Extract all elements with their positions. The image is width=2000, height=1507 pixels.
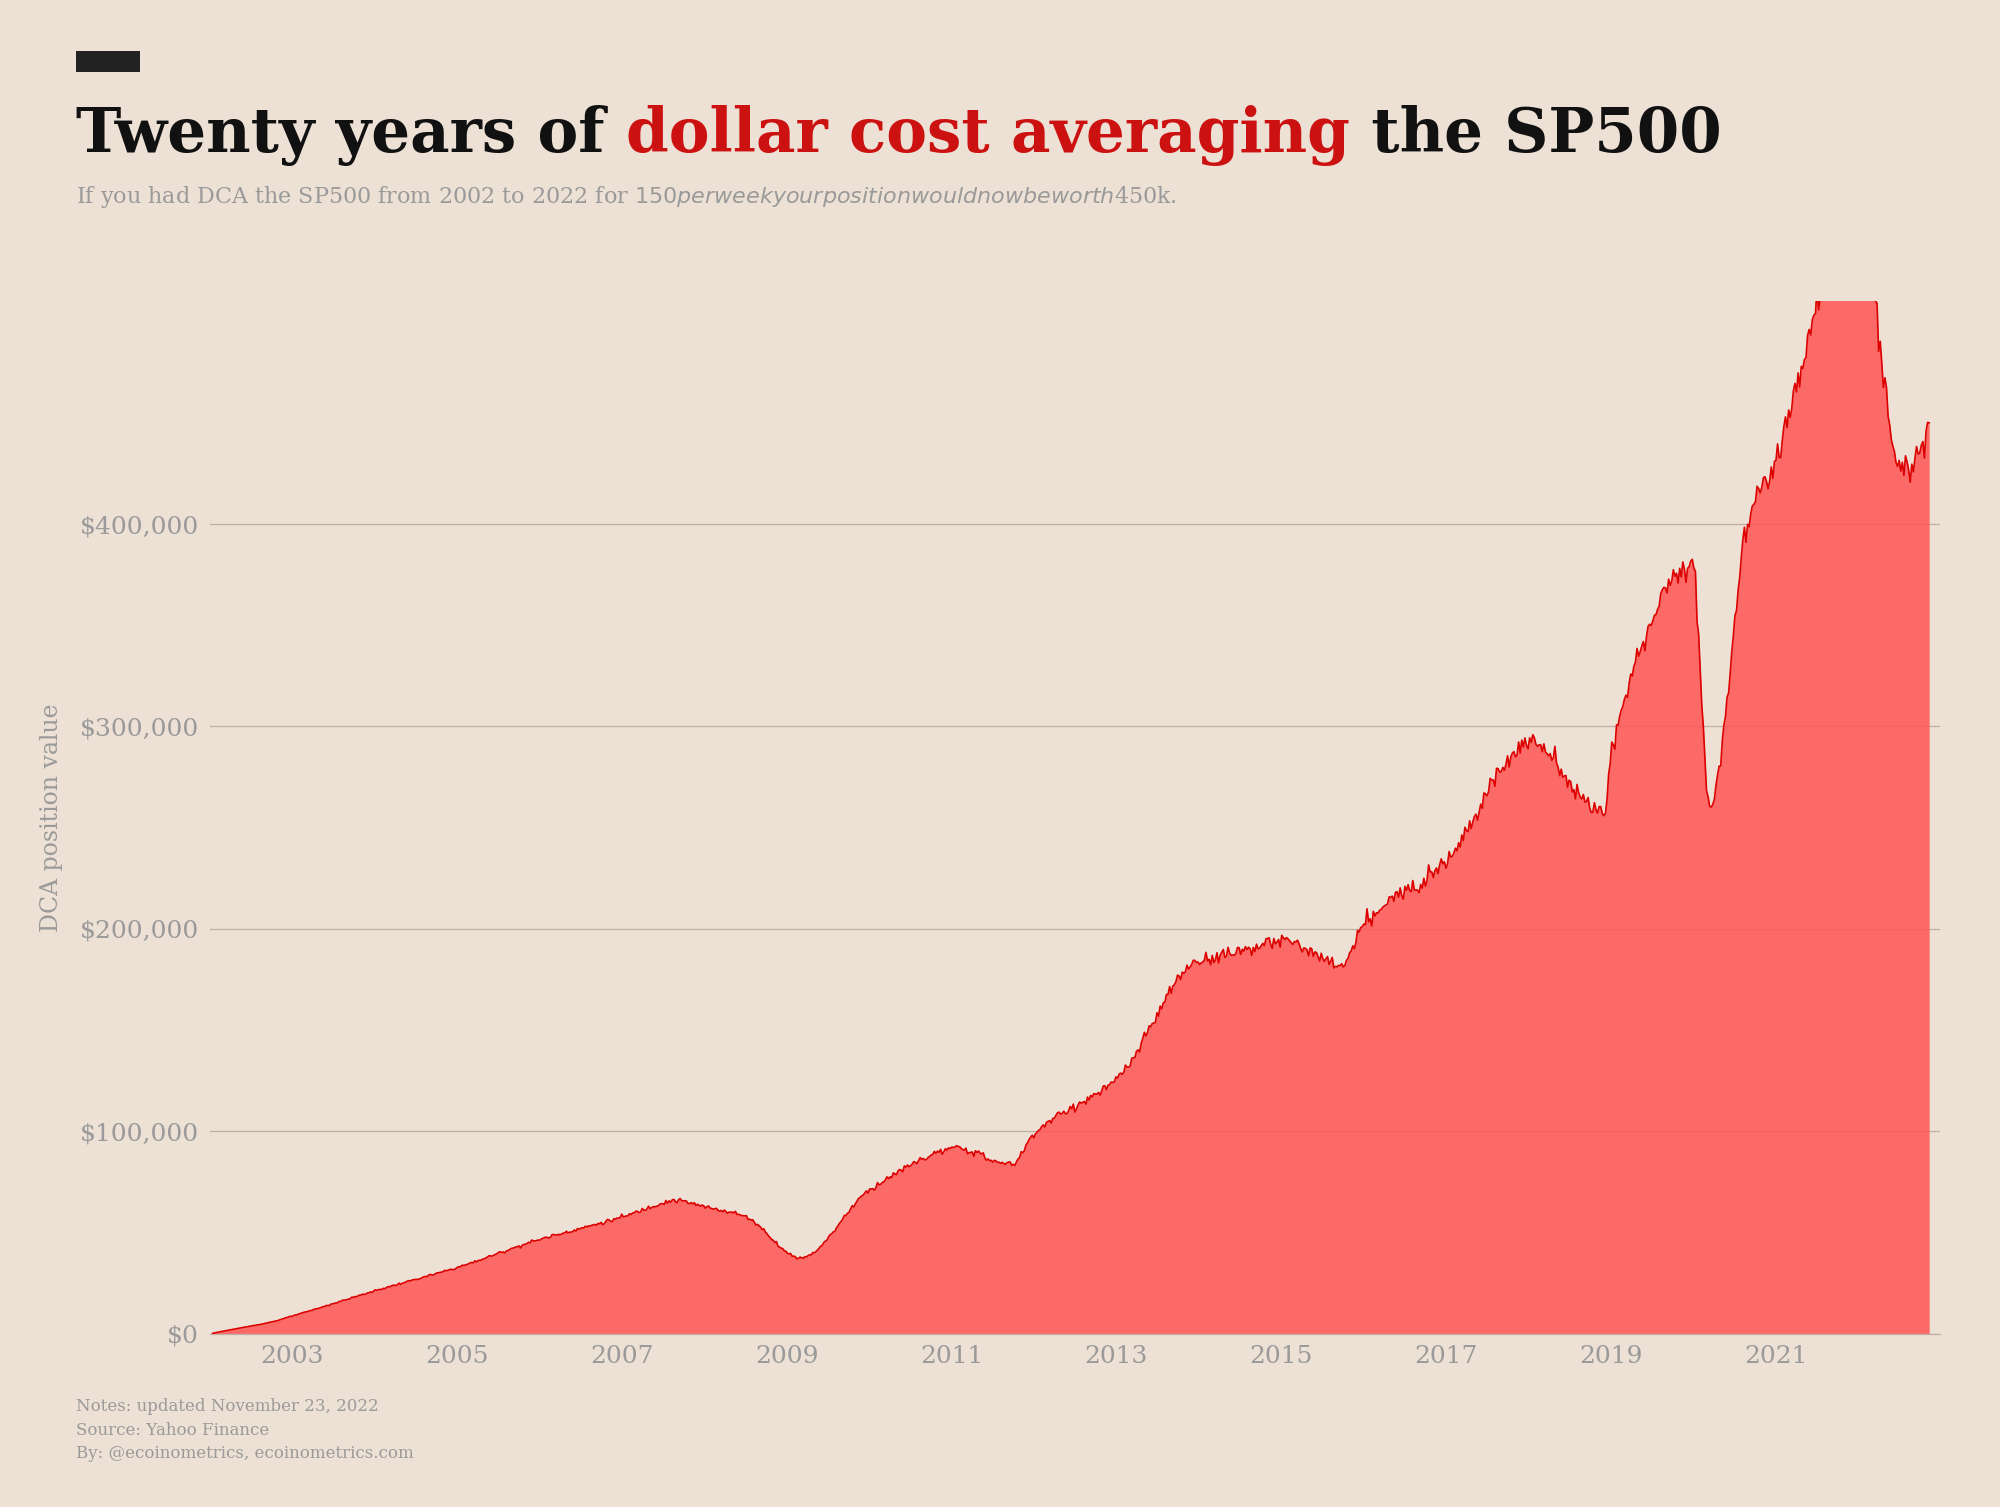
Text: the SP500: the SP500: [1350, 105, 1722, 166]
Text: Notes: updated November 23, 2022
Source: Yahoo Finance
By: @ecoinometrics, ecoin: Notes: updated November 23, 2022 Source:…: [76, 1398, 414, 1462]
Text: dollar cost averaging: dollar cost averaging: [626, 105, 1350, 166]
Y-axis label: DCA position value: DCA position value: [40, 704, 62, 931]
Text: If you had DCA the SP500 from 2002 to 2022 for $150 per week your position would: If you had DCA the SP500 from 2002 to 20…: [76, 184, 1176, 209]
Text: Twenty years of: Twenty years of: [76, 105, 626, 166]
